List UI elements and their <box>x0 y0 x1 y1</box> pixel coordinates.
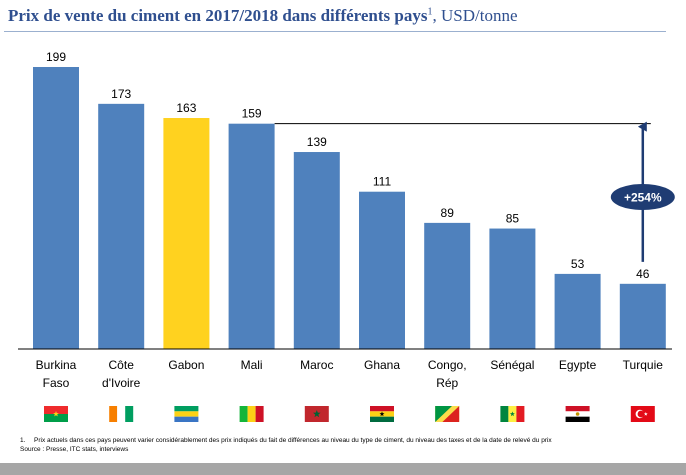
category-label: Ghana <box>364 358 400 372</box>
title-divider <box>4 31 666 32</box>
chart-title-main: Prix de vente du ciment en 2017/2018 dan… <box>8 6 428 25</box>
bar-value-label: 159 <box>242 107 262 121</box>
category-label: Côte d'Ivoire <box>102 358 141 390</box>
flags-group <box>44 406 655 422</box>
bar <box>489 228 536 349</box>
egypte-flag <box>565 406 590 422</box>
footnote-text: Prix actuels dans ces pays peuvent varie… <box>34 437 552 444</box>
category-label: Maroc <box>300 358 333 372</box>
ghana-flag <box>370 406 394 422</box>
bar <box>163 118 210 349</box>
category-labels-group: Burkina Faso Côte d'Ivoire Gabon Mali Maroc Gha… <box>36 358 664 390</box>
bar-value-label: 46 <box>636 267 650 281</box>
bars-group <box>33 67 666 350</box>
footnote-line: 1. Prix actuels dans ces pays peuvent var… <box>20 436 552 445</box>
senegal-flag <box>500 406 525 422</box>
cote-divoire-flag <box>109 406 134 422</box>
bar <box>554 273 601 349</box>
bar-value-label: 89 <box>441 206 455 220</box>
chart-title: Prix de vente du ciment en 2017/2018 dan… <box>8 6 518 26</box>
bar <box>228 123 275 350</box>
category-label: Sénégal <box>490 358 534 372</box>
bar <box>619 283 666 349</box>
bar-value-label: 139 <box>307 135 327 149</box>
gabon-flag <box>174 406 199 422</box>
chart-title-unit: , USD/tonne <box>432 6 518 25</box>
bar-value-label: 53 <box>571 257 585 271</box>
bar-value-label: 199 <box>46 50 66 64</box>
footnote-source: Source : Presse, ITC stats, interviews <box>20 446 129 453</box>
category-label: Turquie <box>623 358 664 372</box>
bottom-bar <box>0 463 686 475</box>
mali-flag <box>239 406 264 422</box>
maroc-flag <box>304 406 329 422</box>
bar <box>359 191 405 349</box>
growth-badge <box>610 184 675 210</box>
growth-badge-label: +254% <box>624 191 662 205</box>
bar <box>424 222 471 349</box>
bar-value-label: 85 <box>506 212 520 226</box>
congo-flag <box>435 406 460 422</box>
chart-title-footnote-marker: 1 <box>427 6 433 18</box>
turquie-flag <box>630 406 655 422</box>
bar <box>293 152 340 349</box>
category-label: Gabon <box>168 358 204 372</box>
category-label: Congo, Rép <box>428 358 467 390</box>
category-label: Mali <box>241 358 263 372</box>
value-labels-group: 199 173 163 159 139 111 89 85 53 46 <box>46 50 650 281</box>
annotation-group: +254% <box>274 121 675 262</box>
category-label: Burkina Faso <box>36 358 77 390</box>
bar-value-label: 163 <box>176 101 196 115</box>
footnote: 1. Prix actuels dans ces pays peuvent var… <box>20 436 552 454</box>
bar-value-label: 111 <box>373 175 392 189</box>
footnote-number: 1. <box>20 437 26 444</box>
burkina-faso-flag <box>44 406 68 422</box>
category-label: Egypte <box>559 358 597 372</box>
bar <box>98 103 145 349</box>
bar-value-label: 173 <box>111 87 131 101</box>
bar <box>33 67 79 349</box>
